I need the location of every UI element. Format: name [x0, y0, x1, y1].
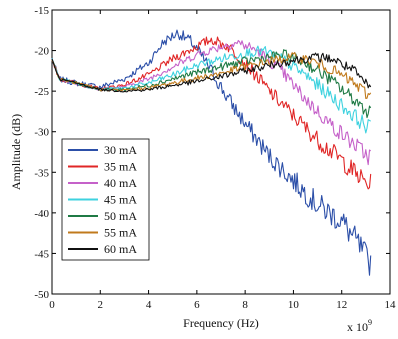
y-tick-label: -30	[34, 127, 49, 139]
legend-entries: 30 mA 35 mA 40 mA 45 mA 50 mA 55 mA 60 mA	[68, 143, 137, 256]
x-axis-multiplier: x 109	[347, 318, 372, 334]
y-tick-label: -40	[34, 208, 49, 220]
y-tick-label: -35	[34, 167, 49, 179]
y-tick-label: -25	[34, 86, 49, 98]
x-tick-label: 8	[242, 299, 248, 311]
legend-label: 40 mA	[104, 176, 137, 190]
series-line-60-ma	[51, 52, 372, 93]
series-line-45-ma	[51, 45, 371, 134]
legend: 30 mA 35 mA 40 mA 45 mA 50 mA 55 mA 60 mA	[61, 138, 150, 261]
y-tick-label: -50	[34, 289, 49, 301]
series-line-30-ma	[51, 29, 372, 276]
legend-label: 60 mA	[104, 242, 137, 256]
x-tick-label: 12	[336, 299, 347, 311]
x-axis-label: Frequency (Hz)	[183, 316, 259, 330]
y-tick-label: -45	[34, 248, 49, 260]
x-axis-multiplier-exponent: 9	[368, 318, 372, 327]
y-ticks: -15 -20 -25 -30 -35 -40 -45 -50	[34, 5, 390, 301]
legend-label: 45 mA	[104, 193, 137, 207]
legend-label: 55 mA	[104, 226, 137, 240]
x-tick-label: 6	[194, 299, 200, 311]
x-tick-label: 4	[146, 299, 152, 311]
y-tick-label: -15	[34, 5, 49, 17]
x-axis-multiplier-base: x 10	[347, 320, 368, 334]
x-tick-label: 10	[288, 299, 300, 311]
series-layer	[51, 29, 372, 276]
x-tick-label: 2	[98, 299, 104, 311]
legend-label: 35 mA	[104, 160, 137, 174]
y-axis-label: Amplitude (dB)	[9, 114, 23, 190]
legend-label: 50 mA	[104, 209, 137, 223]
y-tick-label: -20	[34, 46, 49, 58]
x-tick-label: 0	[49, 299, 55, 311]
legend-label: 30 mA	[104, 143, 137, 157]
x-tick-label: 14	[385, 299, 397, 311]
series-line-35-ma	[51, 36, 372, 190]
x-ticks: 0 2 4 6 8 10 12 14	[49, 10, 396, 311]
